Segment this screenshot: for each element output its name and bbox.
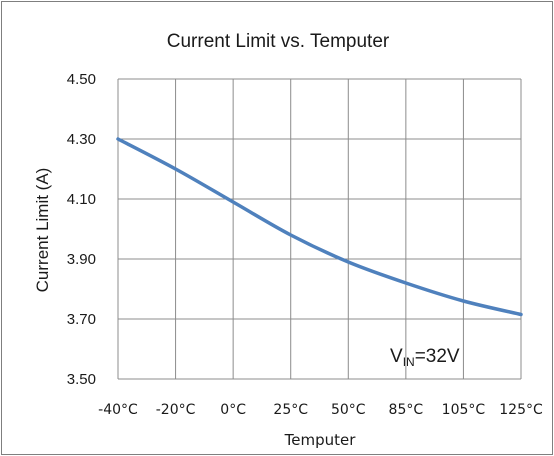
vin-annotation-rest: =32V (415, 346, 460, 367)
grid-layer (117, 78, 522, 380)
series-layer (116, 137, 523, 317)
x-tick-label: -20°C (156, 402, 196, 418)
vin-annotation: VIN=32V (390, 346, 460, 369)
y-axis-label: Current Limit (A) (33, 168, 52, 293)
x-tick-label: 25°C (273, 402, 308, 418)
x-tick-label: 0°C (220, 402, 246, 418)
x-tick-label: 85°C (389, 402, 424, 418)
y-tick-label: 3.90 (67, 251, 96, 268)
x-tick-labels: -40°C -20°C 0°C 25°C 50°C 85°C 105°C 125°C (98, 402, 543, 418)
y-tick-label: 4.30 (67, 131, 96, 148)
y-tick-label: 4.50 (67, 71, 96, 88)
y-tick-label: 3.70 (67, 311, 96, 328)
series-line (116, 137, 523, 317)
x-tick-label: 105°C (442, 402, 486, 418)
x-tick-label: 125°C (499, 402, 543, 418)
vin-annotation-sub: IN (403, 355, 415, 369)
y-tick-label: 3.50 (67, 371, 96, 388)
y-tick-labels: 4.50 4.30 4.10 3.90 3.70 3.50 (67, 71, 96, 388)
y-tick-label: 4.10 (67, 191, 96, 208)
vin-annotation-main: V (390, 346, 403, 367)
x-tick-label: -40°C (98, 402, 138, 418)
x-tick-label: 50°C (331, 402, 366, 418)
x-axis-label: Temputer (284, 431, 357, 449)
chart-title: Current Limit vs. Temputer (167, 31, 390, 52)
